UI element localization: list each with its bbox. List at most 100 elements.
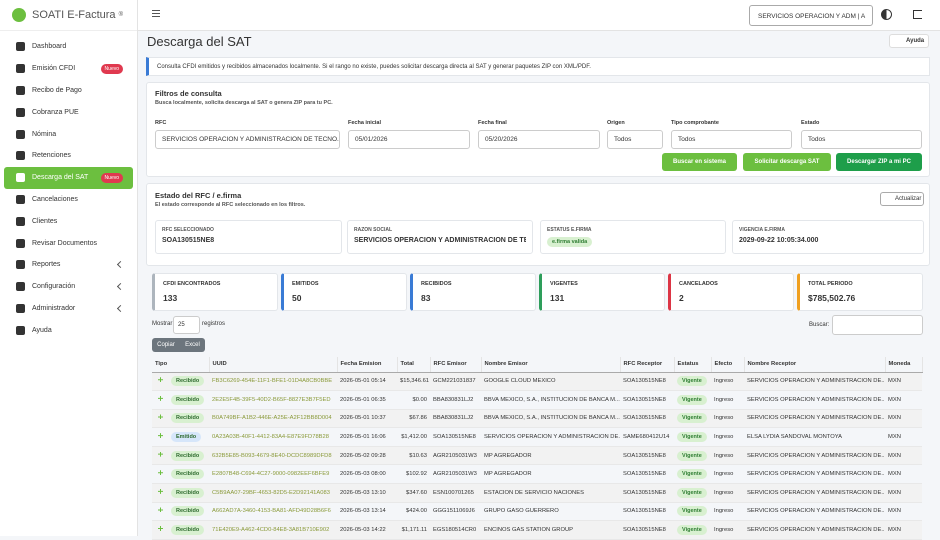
nav-item[interactable]: Configuración bbox=[4, 276, 133, 298]
cell-text: SOA130515NE8 bbox=[623, 471, 666, 478]
nav-item[interactable]: Cancelaciones bbox=[4, 189, 133, 211]
table-cell: GGG1511069J6 bbox=[430, 502, 481, 522]
company-select[interactable]: SERVICIOS OPERACION Y ADM | A bbox=[749, 5, 873, 26]
cell-text: GOOGLE CLOUD MEXICO bbox=[484, 378, 556, 385]
nav-item[interactable]: Reportes bbox=[4, 254, 133, 276]
logout[interactable] bbox=[913, 10, 922, 19]
status-label: RFC SELECCIONADO bbox=[162, 227, 214, 233]
stat-card: TOTAL PERIODO $785,502.76 bbox=[797, 273, 923, 311]
cell-text: MP AGREGADOR bbox=[484, 471, 532, 478]
column-header[interactable]: Nombre Emisor bbox=[481, 357, 621, 373]
nav-label: Recibo de Pago bbox=[32, 86, 82, 94]
table-cell: SERVICIOS OPERACION Y ADMINISTRACION DE.… bbox=[744, 520, 885, 540]
column-header[interactable]: Moneda bbox=[885, 357, 923, 373]
table-cell: SOA130515NE8 bbox=[620, 520, 674, 540]
nav-item[interactable]: Emisión CFDI Nuevo bbox=[4, 58, 133, 80]
column-header[interactable]: RFC Emisor bbox=[430, 357, 482, 373]
expand-icon bbox=[158, 470, 163, 476]
help-button[interactable]: Ayuda bbox=[889, 34, 929, 48]
filters-title: Filtros de consulta bbox=[155, 89, 222, 98]
nav-icon bbox=[16, 194, 25, 204]
stat-label: RECIBIDOS bbox=[421, 281, 452, 287]
table-cell: 632B5E85-B093-4679-8E40-DCDC8989DFD8 bbox=[209, 446, 337, 466]
cell-text: 2026-05-03 13:10 bbox=[340, 489, 386, 496]
filter-button[interactable]: Solicitar descarga SAT bbox=[743, 153, 831, 171]
nav-item[interactable]: Clientes bbox=[4, 210, 133, 232]
column-header[interactable]: UUID bbox=[209, 357, 338, 373]
nav-icon bbox=[16, 107, 25, 117]
table-cell: 2026-05-01 10:37 bbox=[337, 409, 397, 429]
stat-label: CFDI ENCONTRADOS bbox=[163, 281, 221, 287]
nav-item[interactable]: Ayuda bbox=[4, 319, 133, 341]
filter-button[interactable]: Buscar en sistema bbox=[662, 153, 737, 171]
cell-text: SAME680412U14 bbox=[623, 434, 670, 441]
field-input[interactable]: SERVICIOS OPERACION Y ADMINISTRACION DE … bbox=[155, 130, 340, 149]
cell-text: SERVICIOS OPERACION Y ADMINISTRACION DE.… bbox=[747, 489, 885, 496]
cell-text: SERVICIOS OPERACION Y ADMINISTRACION DE.… bbox=[747, 396, 885, 403]
table-button[interactable]: Copiar bbox=[152, 338, 180, 352]
cell-text: 0A23A03B-40F1-4412-83A4-E87E9FD78B28 bbox=[212, 434, 329, 441]
table-button[interactable]: Excel bbox=[180, 338, 205, 352]
page-size[interactable]: 25 bbox=[173, 316, 200, 334]
table-cell: 2026-05-02 09:28 bbox=[337, 446, 397, 466]
table-row: Recibido B0A749BF-A1B2-446E-A25E-A2F12BB8… bbox=[152, 409, 922, 429]
table-cell: SOA130515NE8 bbox=[620, 409, 674, 429]
column-header[interactable]: Nombre Receptor bbox=[744, 357, 886, 373]
nav-label: Emisión CFDI bbox=[32, 65, 76, 73]
field-input[interactable]: 05/20/2026 bbox=[478, 130, 600, 149]
cell-text: 2E2E5F4B-39F5-40D2-B65F-8827E3B7F5ED bbox=[212, 396, 331, 403]
records-label: registros bbox=[202, 321, 226, 327]
table-cell: BBA830831LJ2 bbox=[430, 409, 481, 429]
column-header[interactable]: Estatus bbox=[674, 357, 712, 373]
nav-item[interactable]: Descarga del SAT Nuevo bbox=[4, 166, 133, 189]
nav-item[interactable]: Administrador bbox=[4, 298, 133, 320]
menu-toggle[interactable] bbox=[152, 10, 160, 17]
table-cell: AGR2105031W3 bbox=[430, 464, 481, 485]
table-cell: Vigente bbox=[674, 427, 711, 447]
column-header[interactable]: Efecto bbox=[711, 357, 745, 373]
nav-item[interactable]: Cobranza PUE bbox=[4, 101, 133, 123]
table-cell: SOA130515NE8 bbox=[620, 446, 674, 466]
column-header[interactable]: RFC Receptor bbox=[620, 357, 675, 373]
stat-value: 133 bbox=[163, 293, 178, 303]
table-cell: A662AD7A-3460-4153-BA81-AFD49D28B6F6 bbox=[209, 502, 337, 522]
cell-text: MXN bbox=[888, 415, 901, 422]
table-cell: FB3C6269-454E-11F1-BFE1-01D4A8CB0BBE bbox=[209, 372, 337, 392]
table-cell: Vigente bbox=[674, 520, 711, 540]
column-header[interactable]: Total bbox=[397, 357, 431, 373]
table-cell: Ingreso bbox=[711, 427, 744, 447]
nav-item[interactable]: Recibo de Pago bbox=[4, 80, 133, 102]
filter-button[interactable]: Descargar ZIP a mi PC bbox=[836, 153, 922, 171]
expand-icon bbox=[158, 526, 163, 532]
field-input[interactable]: 05/01/2026 bbox=[348, 130, 470, 149]
refresh-button[interactable]: Actualizar bbox=[880, 192, 924, 206]
nav-label: Revisar Documentos bbox=[32, 239, 97, 247]
cell-text: SERVICIOS OPERACION Y ADMINISTRACION DE.… bbox=[484, 434, 620, 441]
nav-item[interactable]: Nómina bbox=[4, 123, 133, 145]
status-item: VIGENCIA E.FIRMA 2029-09-22 10:05:34.000 bbox=[732, 220, 924, 254]
nav-item[interactable]: Retenciones bbox=[4, 145, 133, 167]
nav-item[interactable]: Revisar Documentos bbox=[4, 232, 133, 254]
column-header[interactable]: Fecha Emision bbox=[337, 357, 398, 373]
table-cell: Recibido bbox=[152, 390, 209, 410]
table-cell: MXN bbox=[885, 502, 922, 522]
column-header[interactable]: Tipo bbox=[152, 357, 210, 373]
field-input[interactable]: Todos bbox=[801, 130, 922, 149]
theme-toggle[interactable] bbox=[881, 9, 892, 20]
cell-text: SOA130515NE8 bbox=[623, 452, 666, 459]
cell-text: $347.60 bbox=[406, 489, 427, 496]
table-cell: MXN bbox=[885, 372, 922, 392]
table-row: Recibido 632B5E85-B093-4679-8E40-DCDC8989… bbox=[152, 446, 922, 466]
tipo-badge: Recibido bbox=[171, 450, 205, 461]
expand-icon bbox=[158, 414, 163, 420]
search-input[interactable] bbox=[832, 315, 923, 335]
nav-label: Nómina bbox=[32, 130, 57, 138]
stat-value: 50 bbox=[292, 293, 302, 303]
field-input[interactable]: Todos bbox=[607, 130, 663, 149]
page-title: Descarga del SAT bbox=[147, 34, 252, 49]
nav-label: Dashboard bbox=[32, 43, 67, 51]
table-cell: MXN bbox=[885, 409, 922, 429]
nav-item[interactable]: Dashboard bbox=[4, 36, 133, 58]
status-badge: Vigente bbox=[677, 413, 707, 424]
field-input[interactable]: Todos bbox=[671, 130, 792, 149]
